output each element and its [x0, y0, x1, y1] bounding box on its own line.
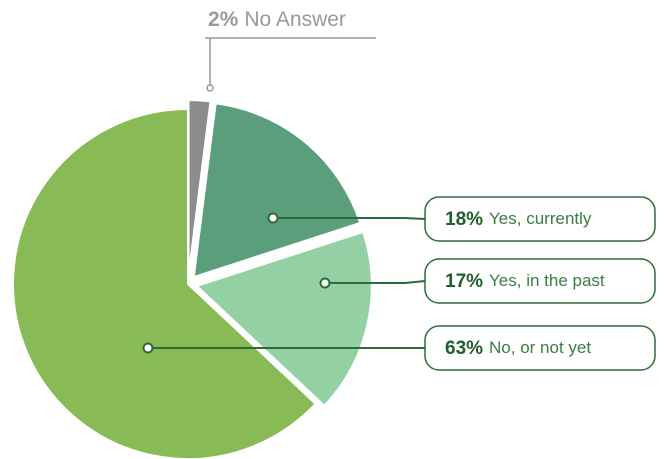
leader-line: [273, 217, 426, 220]
slice-label: 17% Yes, in the past: [445, 271, 605, 292]
pie-slice: [12, 107, 317, 459]
leader-dot: [267, 212, 279, 224]
value-label: 17%: [445, 271, 483, 292]
label-box: [424, 196, 656, 242]
category-label: No Answer: [244, 8, 346, 31]
label-box: [424, 258, 656, 304]
category-label: Yes, currently: [489, 209, 592, 228]
pie-slice: [194, 230, 373, 408]
leader-line: [325, 280, 426, 284]
slice-label: 63% No, or not yet: [445, 338, 591, 359]
pie-slice: [192, 102, 362, 279]
label-box: [424, 325, 656, 371]
slice-label: 2% No Answer: [208, 8, 346, 31]
slice-label: 18% Yes, currently: [445, 209, 592, 230]
category-label: No, or not yet: [489, 338, 591, 357]
leader-dot: [142, 342, 154, 354]
value-label: 63%: [445, 338, 483, 359]
pie-slice: [187, 99, 212, 276]
value-label: 2%: [208, 8, 239, 31]
leader-dot: [319, 277, 331, 289]
category-label: Yes, in the past: [489, 271, 605, 290]
leader-dot: [206, 84, 214, 92]
value-label: 18%: [445, 209, 483, 230]
